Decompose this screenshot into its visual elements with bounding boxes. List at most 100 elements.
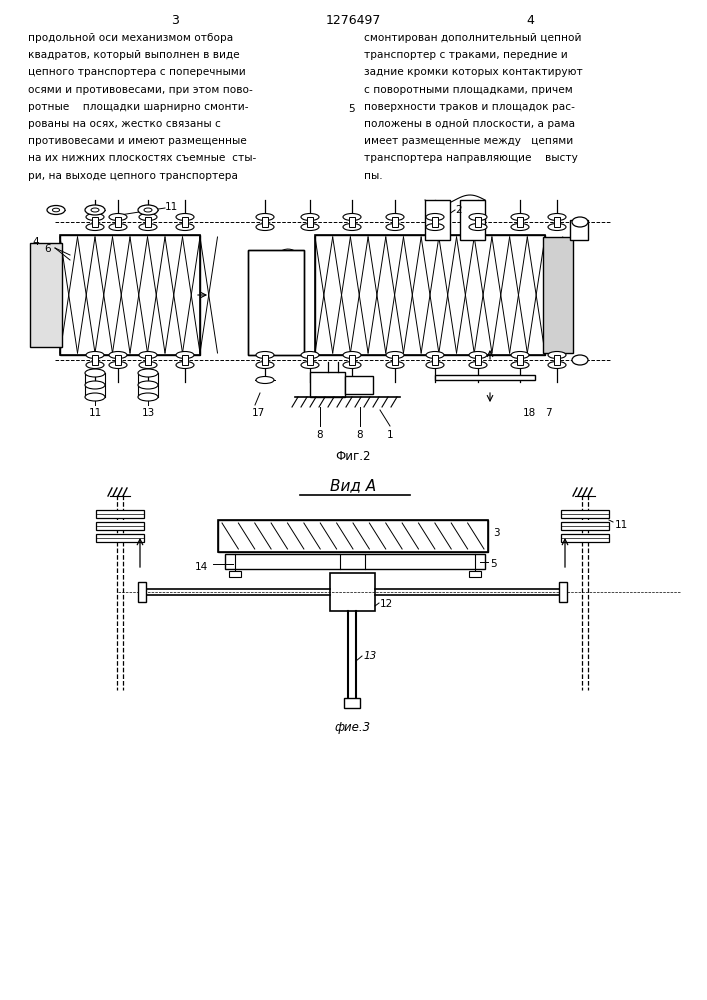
Ellipse shape xyxy=(109,352,127,359)
Bar xyxy=(60,235,200,355)
Text: 8: 8 xyxy=(357,430,363,440)
Bar xyxy=(392,355,398,365)
Ellipse shape xyxy=(139,352,157,359)
Ellipse shape xyxy=(85,205,105,215)
Ellipse shape xyxy=(426,214,444,221)
Ellipse shape xyxy=(343,361,361,368)
Bar xyxy=(145,355,151,365)
Text: 1: 1 xyxy=(387,430,393,440)
Text: 5: 5 xyxy=(349,104,356,114)
Text: 11: 11 xyxy=(615,520,629,530)
Ellipse shape xyxy=(256,361,274,368)
Ellipse shape xyxy=(386,361,404,368)
Ellipse shape xyxy=(343,352,361,359)
Bar xyxy=(115,355,121,365)
Text: задние кромки которых контактируют: задние кромки которых контактируют xyxy=(364,67,583,77)
Ellipse shape xyxy=(426,361,444,368)
Ellipse shape xyxy=(109,214,127,221)
Bar xyxy=(425,200,450,240)
Bar xyxy=(218,520,488,552)
Bar xyxy=(559,582,567,602)
Text: имеет размещенные между   цепями: имеет размещенные между цепями xyxy=(364,136,573,146)
Ellipse shape xyxy=(139,214,157,221)
Text: транспортера направляющие    выcту: транспортера направляющие выcту xyxy=(364,153,578,163)
Text: 13: 13 xyxy=(364,651,378,661)
Text: ри, на выходе цепного транспортера: ри, на выходе цепного транспортера xyxy=(28,171,238,181)
Ellipse shape xyxy=(139,224,157,231)
Bar xyxy=(138,582,146,602)
Ellipse shape xyxy=(139,361,157,368)
Ellipse shape xyxy=(256,376,274,383)
Bar xyxy=(60,235,200,355)
Text: 8: 8 xyxy=(317,430,323,440)
Text: противовесами и имеют размещенные: противовесами и имеют размещенные xyxy=(28,136,247,146)
Ellipse shape xyxy=(85,369,105,377)
Bar xyxy=(344,698,360,708)
Ellipse shape xyxy=(469,361,487,368)
Text: рованы на осях, жестко связаны с: рованы на осях, жестко связаны с xyxy=(28,119,221,129)
Ellipse shape xyxy=(548,352,566,359)
Bar xyxy=(307,355,313,365)
Ellipse shape xyxy=(109,361,127,368)
Ellipse shape xyxy=(511,214,529,221)
Bar xyxy=(92,355,98,365)
Bar xyxy=(248,250,304,355)
Bar xyxy=(460,200,485,240)
Text: 3: 3 xyxy=(493,528,500,538)
Ellipse shape xyxy=(301,214,319,221)
Bar xyxy=(218,520,488,552)
Text: пы.: пы. xyxy=(364,171,382,181)
Ellipse shape xyxy=(469,352,487,359)
Text: 11: 11 xyxy=(88,408,102,418)
Bar xyxy=(475,355,481,365)
Ellipse shape xyxy=(109,224,127,231)
Text: 4: 4 xyxy=(32,237,39,247)
Bar xyxy=(554,355,560,365)
Text: фие.3: фие.3 xyxy=(335,721,371,734)
Ellipse shape xyxy=(572,217,588,227)
Ellipse shape xyxy=(469,214,487,221)
Ellipse shape xyxy=(301,352,319,359)
Text: цепного транспортера с поперечными: цепного транспортера с поперечными xyxy=(28,67,246,77)
Ellipse shape xyxy=(301,361,319,368)
Bar xyxy=(349,355,355,365)
Ellipse shape xyxy=(386,214,404,221)
Text: 5: 5 xyxy=(490,559,496,569)
Ellipse shape xyxy=(386,224,404,231)
Bar xyxy=(475,217,481,227)
Bar xyxy=(561,522,609,530)
Ellipse shape xyxy=(548,224,566,231)
Bar xyxy=(517,355,523,365)
Ellipse shape xyxy=(86,224,104,231)
Bar xyxy=(330,573,375,611)
Bar xyxy=(182,217,188,227)
Text: на их нижних плоскостях съемные  сты-: на их нижних плоскостях съемные сты- xyxy=(28,153,256,163)
Ellipse shape xyxy=(85,393,105,401)
Bar xyxy=(182,355,188,365)
Ellipse shape xyxy=(572,355,588,365)
Ellipse shape xyxy=(144,208,152,212)
Ellipse shape xyxy=(511,352,529,359)
Text: Фиг.2: Фиг.2 xyxy=(335,450,370,463)
Bar xyxy=(570,220,588,240)
Bar xyxy=(248,250,304,355)
Ellipse shape xyxy=(426,352,444,359)
Text: квадратов, который выполнен в виде: квадратов, который выполнен в виде xyxy=(28,50,240,60)
Bar xyxy=(345,376,373,394)
Text: 6: 6 xyxy=(44,244,51,254)
Ellipse shape xyxy=(256,224,274,231)
Ellipse shape xyxy=(86,352,104,359)
Bar xyxy=(225,554,485,569)
Bar xyxy=(554,217,560,227)
Ellipse shape xyxy=(301,224,319,231)
Ellipse shape xyxy=(91,208,99,212)
Ellipse shape xyxy=(426,224,444,231)
Ellipse shape xyxy=(138,205,158,215)
Ellipse shape xyxy=(343,224,361,231)
Text: транспортер с траками, передние и: транспортер с траками, передние и xyxy=(364,50,568,60)
Text: 2: 2 xyxy=(455,205,462,215)
Ellipse shape xyxy=(52,208,59,212)
Text: осями и противовесами, при этом пово-: осями и противовесами, при этом пово- xyxy=(28,85,252,95)
Bar xyxy=(432,355,438,365)
Text: 12: 12 xyxy=(380,599,393,609)
